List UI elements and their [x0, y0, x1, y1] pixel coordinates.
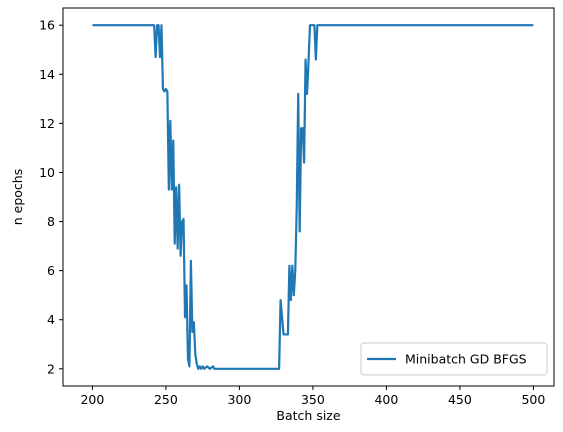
y-tick-label: 2	[47, 361, 55, 376]
plot-area	[92, 25, 533, 369]
x-tick-label: 400	[374, 392, 398, 407]
series-line-0	[92, 25, 533, 369]
legend-label: Minibatch GD BFGS	[405, 352, 527, 367]
y-tick-label: 4	[47, 312, 55, 327]
y-tick-label: 6	[47, 263, 55, 278]
y-tick-label: 14	[39, 67, 55, 82]
y-tick-label: 12	[39, 116, 55, 131]
y-tick-label: 16	[39, 18, 55, 33]
x-tick-label: 500	[521, 392, 545, 407]
x-tick-label: 350	[301, 392, 325, 407]
x-tick-label: 250	[154, 392, 178, 407]
x-axis-title: Batch size	[276, 408, 340, 423]
y-axis-title: n epochs	[10, 169, 25, 225]
x-tick-label: 450	[448, 392, 472, 407]
x-tick-label: 200	[80, 392, 104, 407]
y-tick-label: 10	[39, 165, 55, 180]
legend: Minibatch GD BFGS	[361, 343, 547, 375]
y-tick-label: 8	[47, 214, 55, 229]
x-tick-label: 300	[227, 392, 251, 407]
